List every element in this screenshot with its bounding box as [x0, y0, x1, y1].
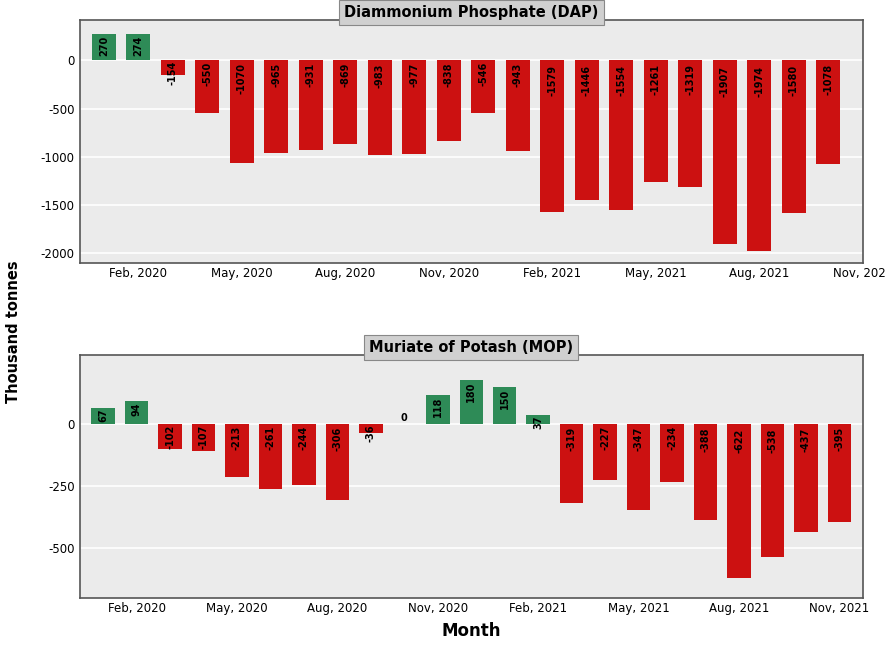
Text: -1580: -1580	[789, 65, 799, 96]
Text: -538: -538	[767, 428, 778, 453]
Text: -388: -388	[701, 427, 711, 452]
Text: 37: 37	[533, 416, 543, 429]
Text: -977: -977	[410, 63, 419, 88]
Text: -838: -838	[444, 63, 454, 87]
Text: Thousand tonnes: Thousand tonnes	[6, 261, 20, 403]
Bar	[747, 60, 772, 250]
Text: 67: 67	[98, 408, 108, 422]
Text: -1261: -1261	[650, 64, 661, 95]
Bar	[560, 424, 583, 503]
Text: -546: -546	[478, 62, 489, 86]
Bar	[472, 60, 496, 113]
Bar	[91, 408, 115, 424]
Bar	[196, 60, 219, 114]
Bar	[493, 387, 517, 424]
Text: -347: -347	[634, 427, 643, 451]
Title: Muriate of Potash (MOP): Muriate of Potash (MOP)	[369, 340, 573, 355]
Text: 180: 180	[466, 382, 476, 402]
Text: 150: 150	[500, 389, 510, 409]
Bar	[292, 424, 316, 485]
Text: -261: -261	[266, 426, 275, 450]
Text: -102: -102	[165, 425, 175, 450]
Bar	[161, 60, 185, 75]
X-axis label: Month: Month	[442, 622, 501, 639]
Text: -965: -965	[272, 63, 281, 88]
Bar	[265, 60, 289, 153]
Bar	[505, 60, 530, 151]
Text: 274: 274	[134, 35, 143, 56]
Bar	[574, 60, 599, 200]
Bar	[816, 60, 841, 164]
Bar	[794, 424, 818, 533]
Text: 0: 0	[401, 413, 408, 423]
Text: -1974: -1974	[754, 66, 765, 97]
Text: -306: -306	[333, 426, 342, 451]
Text: -1446: -1446	[581, 64, 592, 96]
Bar	[694, 424, 717, 521]
Text: -437: -437	[801, 428, 811, 452]
Bar	[727, 424, 750, 578]
Bar	[827, 424, 851, 522]
Text: 94: 94	[132, 402, 142, 416]
Text: -395: -395	[835, 427, 844, 452]
Text: -1554: -1554	[616, 65, 627, 96]
Bar	[258, 424, 282, 489]
Bar	[540, 60, 565, 212]
Text: -943: -943	[512, 63, 523, 88]
Bar	[426, 395, 450, 424]
Bar	[437, 60, 461, 141]
Text: -869: -869	[341, 63, 350, 87]
Text: -550: -550	[203, 62, 212, 86]
Bar	[627, 424, 650, 510]
Bar	[761, 424, 784, 558]
Text: -154: -154	[168, 61, 178, 85]
Bar	[230, 60, 254, 163]
Bar	[368, 60, 392, 155]
Bar	[594, 424, 617, 481]
Bar	[781, 60, 806, 212]
Text: -227: -227	[600, 426, 610, 450]
Text: -319: -319	[566, 426, 577, 451]
Text: -622: -622	[734, 429, 744, 453]
Bar	[660, 424, 684, 482]
Title: Diammonium Phosphate (DAP): Diammonium Phosphate (DAP)	[344, 5, 598, 20]
Text: -213: -213	[232, 426, 242, 450]
Text: 118: 118	[433, 396, 442, 417]
Text: -1078: -1078	[823, 64, 834, 94]
Text: -244: -244	[299, 426, 309, 450]
Bar	[403, 60, 427, 155]
Bar	[158, 424, 181, 450]
Bar	[643, 60, 668, 182]
Bar	[712, 60, 737, 244]
Text: -983: -983	[375, 63, 385, 88]
Bar	[299, 60, 323, 150]
Bar	[609, 60, 634, 210]
Bar	[527, 415, 550, 424]
Text: -1579: -1579	[547, 65, 558, 96]
Text: -107: -107	[198, 425, 209, 450]
Bar	[127, 34, 150, 60]
Text: -1319: -1319	[685, 64, 696, 95]
Bar	[459, 380, 483, 424]
Bar	[226, 424, 249, 477]
Text: -1907: -1907	[720, 66, 730, 97]
Text: -36: -36	[366, 424, 376, 442]
Bar	[92, 35, 116, 60]
Text: -234: -234	[667, 426, 677, 450]
Bar	[125, 401, 149, 424]
Bar	[678, 60, 703, 187]
Bar	[326, 424, 349, 500]
Bar	[192, 424, 215, 451]
Text: -1070: -1070	[237, 64, 247, 94]
Text: -931: -931	[306, 63, 316, 87]
Text: 270: 270	[99, 36, 109, 56]
Bar	[334, 60, 358, 144]
Bar	[359, 424, 382, 433]
